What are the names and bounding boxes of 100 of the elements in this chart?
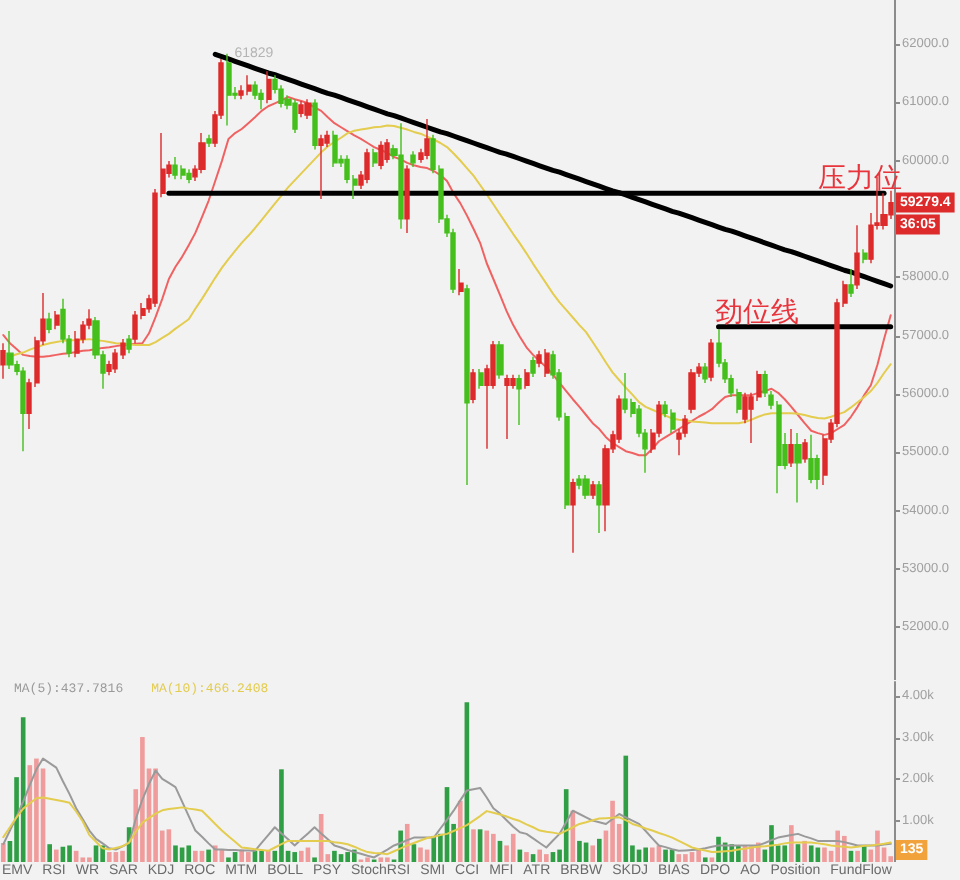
bar <box>537 849 543 862</box>
candlestick <box>596 480 602 534</box>
candlestick <box>424 118 430 161</box>
candlestick <box>544 348 550 378</box>
candlestick <box>582 474 590 500</box>
candlestick <box>180 164 186 180</box>
bar <box>298 850 304 862</box>
candlestick <box>332 130 338 168</box>
candlestick <box>46 312 52 334</box>
bar <box>332 850 337 862</box>
candlestick <box>524 368 530 390</box>
bar <box>431 835 437 862</box>
bar <box>649 847 655 862</box>
bar <box>193 850 198 862</box>
bar <box>663 849 668 862</box>
bar <box>457 800 463 862</box>
candlestick <box>298 100 304 119</box>
candlestick <box>304 98 312 120</box>
bar <box>524 852 529 862</box>
bar <box>855 850 860 862</box>
bar <box>140 737 145 862</box>
bar <box>67 845 72 862</box>
bar <box>696 849 701 862</box>
candlestick <box>126 334 132 354</box>
candlestick <box>708 338 714 382</box>
candlestick <box>404 164 410 234</box>
bar <box>802 840 807 862</box>
candlestick <box>54 310 60 330</box>
bar <box>279 769 284 862</box>
candlestick <box>848 268 854 298</box>
candlestick <box>206 134 212 148</box>
candlestick <box>808 434 814 484</box>
candlestick <box>464 284 470 486</box>
candlestick <box>794 432 802 504</box>
bar <box>34 758 39 862</box>
bar <box>206 849 211 862</box>
bar <box>491 833 496 862</box>
candlestick <box>702 362 708 384</box>
bar <box>510 833 516 862</box>
candlestick <box>622 372 628 414</box>
bar <box>153 768 158 862</box>
bar <box>418 847 423 862</box>
bar <box>27 765 33 862</box>
bar <box>577 840 582 862</box>
line-series <box>2 757 892 859</box>
candlestick <box>364 148 370 184</box>
line-series <box>2 796 892 856</box>
bar <box>623 755 629 862</box>
candlestick <box>788 428 794 468</box>
bar <box>246 852 251 862</box>
candlestick <box>318 134 324 200</box>
bar <box>265 850 271 862</box>
candlestick <box>226 53 232 127</box>
bar <box>643 847 648 862</box>
bar <box>808 845 814 862</box>
candlestick <box>470 368 476 405</box>
candlestick <box>530 355 536 378</box>
candlestick <box>862 248 868 264</box>
bar <box>53 849 59 862</box>
candlestick <box>198 132 206 175</box>
candlestick <box>258 88 264 110</box>
candlestick <box>266 70 272 105</box>
candlestick <box>132 310 138 344</box>
bar <box>888 856 894 862</box>
candlestick <box>398 122 404 230</box>
bar <box>47 844 52 862</box>
candlestick <box>20 366 26 452</box>
candlestick <box>312 98 318 151</box>
candlestick <box>186 168 192 184</box>
bar <box>173 845 178 862</box>
bar <box>345 852 350 862</box>
bar <box>822 847 827 862</box>
bar <box>0 842 6 862</box>
candlestick <box>516 374 522 426</box>
bar <box>782 845 788 862</box>
bar <box>544 854 549 862</box>
bar <box>676 854 682 862</box>
candlestick <box>504 374 510 440</box>
bar <box>484 830 490 862</box>
bar <box>120 850 125 862</box>
candlestick <box>378 140 384 170</box>
candlestick <box>458 268 464 297</box>
bar <box>610 800 615 862</box>
series-label: 压力位 <box>818 161 903 194</box>
bar <box>259 850 264 862</box>
candlestick <box>6 330 14 370</box>
bar <box>875 830 880 862</box>
bar <box>683 854 688 862</box>
bar <box>596 838 602 862</box>
candlestick <box>172 156 178 180</box>
candlestick <box>384 138 390 164</box>
candlestick <box>372 148 378 168</box>
candlestick <box>854 224 860 290</box>
bar <box>186 845 192 862</box>
candlestick <box>0 342 6 380</box>
candlestick <box>478 368 484 390</box>
series-label: 劲位线 <box>714 294 799 327</box>
candlestick <box>688 368 696 414</box>
candlestick <box>292 98 298 134</box>
candlestick <box>410 150 416 168</box>
